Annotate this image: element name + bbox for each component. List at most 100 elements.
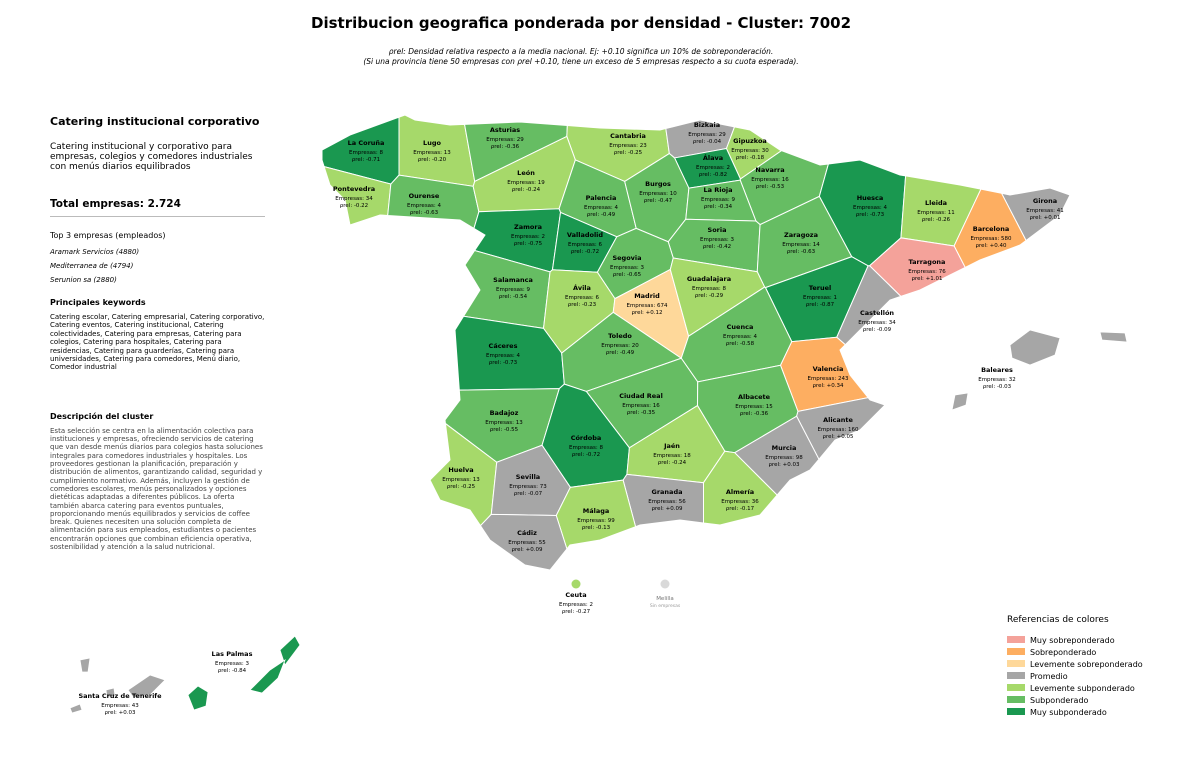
province-name: Valladolid (567, 231, 603, 239)
province-name: Cuenca (727, 323, 754, 331)
province-count: Empresas: 73 (509, 484, 547, 490)
legend-label: Levemente sobreponderado (1030, 660, 1143, 669)
legend-swatch (1007, 696, 1025, 703)
province-name: Cáceres (489, 342, 518, 350)
summary: Catering institucional y corporativo par… (50, 142, 253, 172)
province (796, 397, 886, 461)
province-name: Cantabria (610, 132, 646, 140)
province-name: Pontevedra (333, 185, 375, 193)
province-count: Empresas: 14 (782, 242, 820, 248)
province-name: Burgos (645, 180, 671, 188)
province-rho: ρrel: -0.24 (658, 460, 687, 466)
legend-swatch (1007, 708, 1025, 715)
province-count: Empresas: 29 (486, 137, 524, 143)
province (479, 513, 568, 571)
island (127, 674, 166, 698)
province-rho: ρrel: -0.13 (582, 525, 611, 531)
province-count: Empresas: 243 (807, 376, 849, 382)
province-name: Asturias (490, 126, 520, 134)
province-count: Empresas: 41 (1026, 208, 1064, 214)
province-name: Huelva (448, 466, 473, 474)
province-count: Empresas: 99 (577, 518, 615, 524)
province-rho: ρrel: -0.25 (614, 150, 643, 156)
top-item: Serunion sa (2880) (50, 276, 117, 284)
province-count: Empresas: 4 (584, 205, 619, 211)
province-name: Cádiz (517, 529, 537, 537)
province-rho: ρrel: -0.82 (699, 172, 727, 178)
province-count: Empresas: 2 (511, 234, 545, 240)
province-rho: ρrel: -0.42 (703, 244, 731, 250)
province-count: Empresas: 34 (335, 196, 373, 202)
legend-label: Muy sobreponderado (1030, 636, 1115, 645)
province-name: Tarragona (909, 258, 946, 266)
legend-label: Levemente subponderado (1030, 684, 1135, 693)
province-count: Empresas: 13 (485, 420, 523, 426)
province-rho: ρrel: -0.34 (704, 204, 733, 210)
province-count: Empresas: 55 (508, 540, 546, 546)
province-rho: ρrel: +0.01 (1030, 215, 1061, 221)
province-name: León (517, 169, 535, 177)
top-item: Mediterranea de (4794) (50, 262, 134, 270)
province-count: Empresas: 9 (701, 197, 736, 203)
province-rho: ρrel: -0.03 (983, 384, 1012, 390)
province-name: Soria (708, 226, 727, 234)
province-count: Empresas: 56 (648, 499, 686, 505)
province-count: Empresas: 13 (442, 477, 480, 483)
province-rho: ρrel: +0.12 (632, 310, 663, 316)
province-name: Gipuzkoa (733, 137, 767, 145)
island (1099, 331, 1128, 343)
province-count: Empresas: 11 (917, 210, 955, 216)
province-rho: ρrel: -0.20 (418, 157, 447, 163)
province-name: Palencia (586, 194, 617, 202)
province-rho: ρrel: -0.54 (499, 294, 528, 300)
province-count: Empresas: 30 (731, 148, 769, 154)
province-rho: ρrel: -0.53 (756, 184, 785, 190)
province-name: Las Palmas (212, 650, 253, 658)
province-count: Empresas: 3 (610, 265, 645, 271)
province-count: Empresas: 8 (692, 286, 727, 292)
province-rho: ρrel: -0.49 (606, 350, 635, 356)
province-rho: ρrel: -0.73 (489, 360, 518, 366)
province-count: Empresas: 10 (639, 191, 677, 197)
province-name: Ciudad Real (619, 392, 663, 400)
province-count: Empresas: 674 (626, 303, 668, 309)
province-name: Albacete (738, 393, 771, 401)
title: Distribucion geografica ponderada por de… (311, 14, 851, 32)
legend-label: Subponderado (1030, 696, 1089, 705)
province-rho: ρrel: +0.40 (976, 243, 1008, 249)
province-rho: ρrel: -0.75 (514, 241, 543, 247)
subtitle: ρrel: Densidad relativa respecto a la me… (389, 47, 773, 56)
province-name: Segovia (612, 254, 641, 262)
province-count: Empresas: 9 (496, 287, 531, 293)
province (323, 165, 392, 226)
subtitle: (Si una provincia tiene 50 empresas con … (363, 57, 798, 66)
top-item: Aramark Servicios (4880) (50, 248, 140, 256)
province-count: Empresas: 16 (751, 177, 789, 183)
province-name: Sevilla (516, 473, 540, 481)
island (279, 635, 301, 666)
province-rho: ρrel: -0.29 (695, 293, 724, 299)
legend-label: Sobreponderado (1030, 648, 1096, 657)
province-count: Empresas: 76 (908, 269, 946, 275)
province-rho: ρrel: +1.01 (912, 276, 943, 282)
province-name: Barcelona (973, 225, 1010, 233)
province-rho: ρrel: +0.03 (105, 710, 137, 716)
province-rho: ρrel: -0.24 (512, 187, 541, 193)
provinces (69, 114, 1128, 714)
province-name: Álava (703, 153, 723, 162)
province-count: Empresas: 15 (735, 404, 773, 410)
province-count: Empresas: 8 (349, 150, 384, 156)
province-name: Málaga (583, 507, 610, 515)
keywords: Catering escolar, Catering empresarial, … (50, 313, 265, 372)
province-rho: ρrel: +0.03 (769, 462, 801, 468)
province-count: Empresas: 19 (507, 180, 545, 186)
province-name: Murcia (772, 444, 797, 452)
sidebar: Catering institucional corporativo Cater… (50, 115, 265, 551)
province-name: Alicante (823, 416, 853, 424)
province-rho: ρrel: -0.23 (568, 302, 597, 308)
province-name: Guadalajara (687, 275, 731, 283)
province-name: Valencia (813, 365, 844, 373)
province-rho: ρrel: -0.36 (491, 144, 520, 150)
